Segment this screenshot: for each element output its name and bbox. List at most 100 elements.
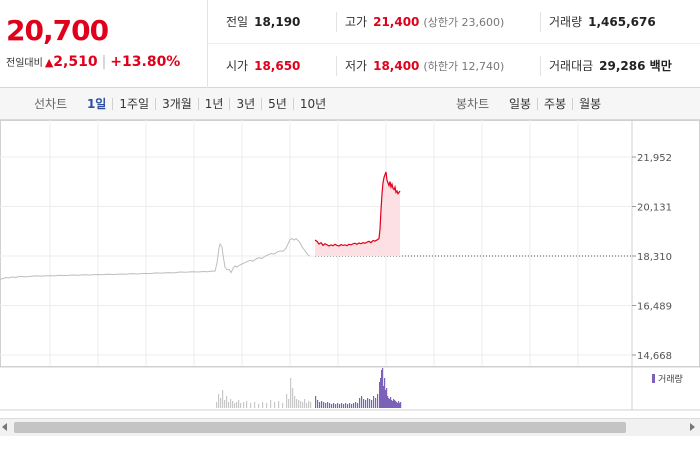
volume-bar-15 [345, 403, 347, 408]
volume-bar-3 [321, 401, 323, 408]
candle-daily[interactable]: 일봉 [508, 97, 532, 111]
period-1y[interactable]: 1년 [197, 98, 230, 110]
volume-bar-pre-17 [258, 404, 260, 408]
up-triangle-icon: ▲ [44, 56, 54, 69]
change-percent: +13.80% [110, 54, 181, 70]
volume-bar-pre-26 [290, 378, 292, 408]
scroll-thumb[interactable] [14, 422, 626, 433]
price-chart[interactable]: 21,952 20,131 18,310 16,489 14,668 거래량 [0, 120, 700, 450]
volume-bar-pre-8 [232, 401, 234, 408]
stat-row-1: 전일 18,190 고가 21,400 (상한가 23,600) 거래량 1,465,6… [208, 0, 700, 44]
pre-market-line [0, 237, 311, 280]
volume-bar-14 [343, 404, 345, 408]
prev-close-label: 전일 [226, 15, 249, 29]
chart-toolbar: 선차트 1일 1주일 3개월 1년 3년 5년 10년 봉차트 일봉 주봉 월봉 [0, 88, 700, 120]
chart-series [0, 171, 632, 280]
change-separator: | [101, 54, 107, 70]
change-label: 전일대비 [6, 58, 43, 69]
period-3y[interactable]: 3년 [229, 98, 261, 110]
volume-bar-49 [396, 402, 398, 408]
stat-grid: 전일 18,190 고가 21,400 (상한가 23,600) 거래량 1,465,6… [208, 0, 700, 88]
volume-bar-pre-25 [288, 399, 290, 408]
intraday-line [314, 171, 401, 247]
prev-close-value: 18,190 [254, 15, 301, 29]
volume-bar-51 [398, 401, 400, 408]
volume-bar-1 [317, 400, 319, 408]
period-10y[interactable]: 10년 [292, 98, 332, 110]
volume-bar-31 [377, 394, 379, 408]
period-1d[interactable]: 1일 [86, 97, 107, 111]
volume-bar-pre-4 [224, 400, 226, 408]
volume-bar-pre-33 [304, 399, 306, 408]
volume-bar-8 [331, 404, 333, 408]
volume-bar-pre-6 [228, 402, 230, 408]
volume-bar-13 [341, 403, 343, 408]
volume-bar-39 [386, 388, 388, 408]
volume-bar-26 [367, 398, 369, 408]
volume-bar-pre-36 [310, 402, 312, 408]
y-tick-label-0: 21,952 [637, 153, 672, 164]
chart-grid [0, 120, 700, 411]
volume-bar-17 [349, 403, 351, 408]
y-tick-label-2: 18,310 [637, 252, 672, 263]
volume-bar-52 [399, 403, 401, 408]
volume-bar-35 [382, 368, 384, 408]
volume-bar-19 [353, 403, 355, 408]
period-5y[interactable]: 5년 [261, 98, 293, 110]
high-label: 고가 [345, 15, 368, 29]
change-amount: 2,510 [53, 54, 98, 70]
volume-bar-44 [391, 400, 393, 408]
volume-bar-25 [365, 400, 367, 408]
volume-bar-pre-2 [220, 398, 222, 408]
volume-bar-pre-19 [266, 403, 268, 408]
scroll-left-arrow-icon[interactable] [2, 423, 7, 431]
high-value: 21,400 [373, 15, 420, 29]
volume-bar-24 [363, 399, 365, 408]
volume-bar-pre-16 [254, 402, 256, 408]
y-tick-label-3: 16,489 [637, 302, 672, 313]
upper-limit: (상한가 23,600) [423, 16, 505, 29]
period-1w[interactable]: 1주일 [112, 98, 155, 110]
volume-bar-pre-27 [292, 388, 294, 408]
volume-bar-18 [351, 404, 353, 408]
stat-row-2: 시가 18,650 저가 18,400 (하한가 12,740) 거래대금 29,286… [208, 44, 700, 88]
y-tick-label-1: 20,131 [637, 203, 672, 214]
volume-bar-pre-15 [250, 403, 252, 408]
chart-scrollbar[interactable] [0, 418, 700, 436]
volume-legend-label: 거래량 [658, 373, 683, 385]
volume-bar-pre-21 [274, 402, 276, 408]
volume-value: 1,465,676 [588, 15, 656, 29]
volume-bar-36 [383, 386, 385, 408]
volume-bar-4 [323, 402, 325, 408]
candle-weekly[interactable]: 주봉 [537, 98, 572, 110]
volume-bar-pre-23 [282, 403, 284, 408]
volume-bar-45 [392, 401, 394, 408]
candle-monthly[interactable]: 월봉 [572, 98, 607, 110]
volume-bar-0 [315, 396, 317, 408]
volume-bar-43 [390, 397, 392, 408]
volume-bar-pre-34 [306, 403, 308, 408]
low-value: 18,400 [373, 59, 420, 73]
volume-bar-12 [339, 404, 341, 408]
candle-chart-types: 봉차트 일봉 주봉 월봉 [456, 88, 607, 120]
volume-bar-32 [379, 382, 381, 408]
volume-bar-pre-5 [226, 396, 228, 408]
period-3m[interactable]: 3개월 [155, 98, 198, 110]
volume-bar-pre-7 [230, 399, 232, 408]
y-tick-label-4: 14,668 [637, 351, 672, 362]
open-value: 18,650 [254, 59, 301, 73]
low-label: 저가 [345, 59, 368, 73]
current-price-box: 20,700 전일대비 ▲2,510 | +13.80% [0, 0, 208, 88]
volume-bar-pre-29 [296, 399, 298, 408]
volume-bar-10 [335, 404, 337, 408]
scroll-right-arrow-icon[interactable] [690, 423, 695, 431]
candle-chart-label: 봉차트 [456, 97, 490, 111]
volume-bar-7 [329, 403, 331, 408]
volume-bar-pre-28 [294, 396, 296, 408]
volume-bar-28 [371, 400, 373, 408]
volume-bar-pre-31 [300, 401, 302, 408]
stock-summary: 20,700 전일대비 ▲2,510 | +13.80% 전일 18,190 고가 21,… [0, 0, 700, 88]
volume-legend-swatch [652, 374, 655, 383]
stat-turnover: 거래대금 29,286 백만 [540, 56, 672, 76]
volume-bar-pre-20 [270, 400, 272, 408]
